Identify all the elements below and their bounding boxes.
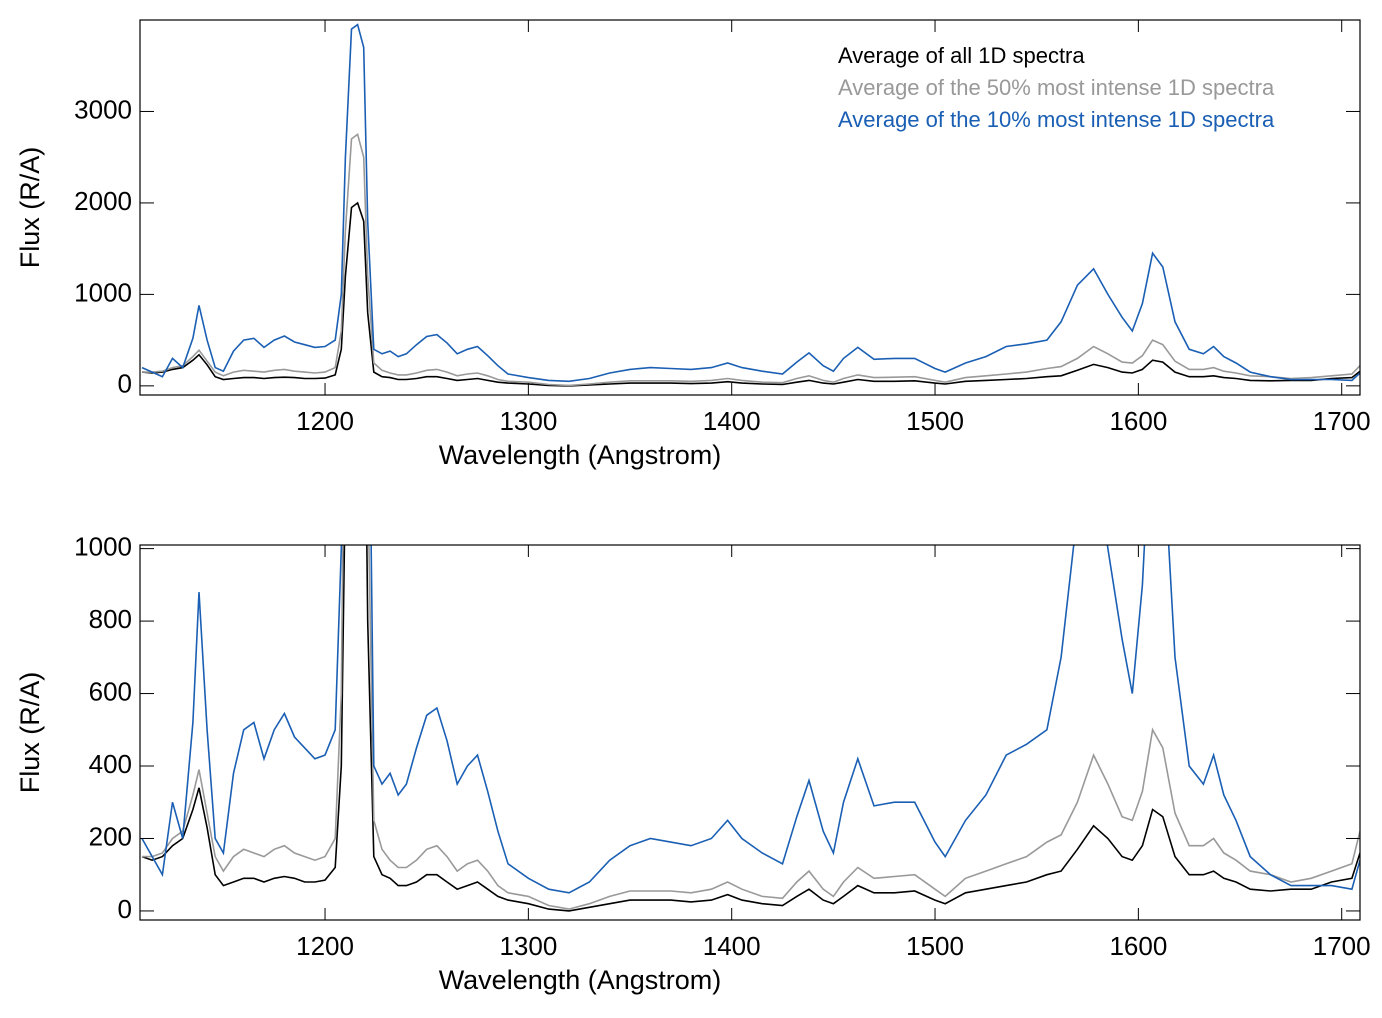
y-axis-label: Flux (R/A)	[15, 147, 45, 269]
plot-frame	[139, 19, 1361, 396]
x-tick-label: 1700	[1313, 406, 1371, 436]
x-axis-label: Wavelength (Angstrom)	[439, 440, 722, 470]
series-line	[142, 132, 1360, 387]
x-tick-label: 1500	[906, 406, 964, 436]
y-tick-label: 3000	[74, 94, 132, 124]
x-tick-label: 1600	[1109, 931, 1167, 961]
x-tick-label: 1200	[296, 931, 354, 961]
plot-frame	[139, 544, 1361, 921]
y-tick-label: 800	[89, 604, 132, 634]
series-line	[141, 201, 1360, 387]
x-tick-label: 1500	[906, 931, 964, 961]
y-axis-label: Flux (R/A)	[15, 672, 45, 794]
x-tick-label: 1300	[499, 931, 557, 961]
y-tick-label: 0	[118, 894, 132, 924]
y-tick-label: 600	[89, 676, 132, 706]
series-line	[141, 545, 1360, 894]
x-tick-label: 1400	[703, 931, 761, 961]
y-tick-label: 1000	[74, 531, 132, 561]
y-tick-label: 400	[89, 749, 132, 779]
x-tick-label: 1400	[703, 406, 761, 436]
legend-entry: Average of the 10% most intense 1D spect…	[838, 107, 1275, 132]
y-tick-label: 0	[118, 369, 132, 399]
series-line	[141, 545, 1360, 912]
series-line	[142, 545, 1360, 910]
panel: 1200 1300 1400 1500 1600 1700 0 1000 2000 3000 Wav…	[15, 19, 1371, 470]
x-axis-label: Wavelength (Angstrom)	[439, 965, 722, 995]
panel: 1200 1300 1400 1500 1600 1700 0 200 400 600 800 100…	[15, 531, 1371, 995]
series-line	[141, 23, 1360, 383]
y-tick-label: 200	[89, 821, 132, 851]
y-tick-label: 2000	[74, 186, 132, 216]
x-tick-label: 1200	[296, 406, 354, 436]
legend-entry: Average of all 1D spectra	[838, 43, 1085, 68]
x-tick-label: 1300	[499, 406, 557, 436]
x-tick-label: 1700	[1313, 931, 1371, 961]
y-tick-label: 1000	[74, 277, 132, 307]
x-tick-label: 1600	[1109, 406, 1167, 436]
legend-entry: Average of the 50% most intense 1D spect…	[838, 75, 1275, 100]
